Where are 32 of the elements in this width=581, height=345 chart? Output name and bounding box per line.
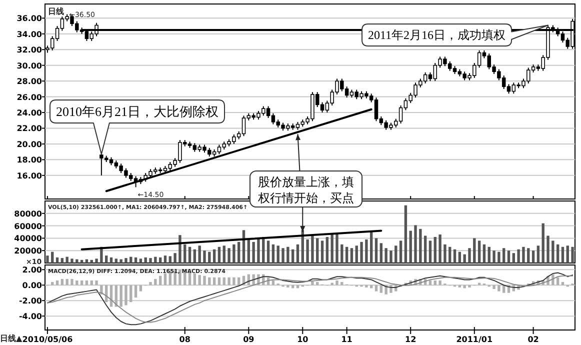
y-tick-label: -4.00 <box>18 312 42 322</box>
x-tick-label: 2010/05/06 <box>22 335 74 344</box>
y-tick-label: 18.00 <box>16 156 42 165</box>
y-tick-label: 34.00 <box>16 30 42 39</box>
y-tick-label: 32.00 <box>16 46 42 55</box>
y-tick-label: 20000 <box>14 246 42 256</box>
annotation: 2011年2月16日，成功填权 <box>368 28 506 42</box>
x-tick-label: 2011/01 <box>456 335 493 344</box>
x-tick-label: 12 <box>405 335 416 344</box>
y-tick-label: 0.00 <box>22 281 42 290</box>
y-tick-label: 24.00 <box>16 108 42 118</box>
annotation: 股价放量上涨，填权行情开始，买点 <box>257 175 354 205</box>
y-tick-label: 36.00 <box>16 14 42 24</box>
x-tick-label: 10 <box>297 335 309 344</box>
y-tick-label: 60000 <box>14 222 42 231</box>
x-tick-label: 02 <box>528 335 539 344</box>
y-tick-label: 28.00 <box>16 77 42 86</box>
y-tick-label: 26.00 <box>16 92 42 102</box>
x-tick-label: 09 <box>243 335 255 344</box>
annotation: 2010年6月21日，大比例除权 <box>56 104 218 119</box>
x-tick-label: 11 <box>341 335 353 344</box>
y-tick-label: 80000 <box>14 209 42 218</box>
y-tick-label: 20.00 <box>16 140 42 149</box>
y-tick-label: 30.00 <box>16 61 42 70</box>
y-tick-label: 2.00 <box>22 266 42 275</box>
y-tick-label: 16.00 <box>16 171 42 180</box>
x-tick-label: 08 <box>179 335 191 344</box>
y-tick-label: -2.00 <box>18 296 42 306</box>
annotation: 日线 <box>48 7 64 16</box>
y-tick-label: 22.00 <box>16 124 42 134</box>
y-tick-label: 40000 <box>14 234 42 244</box>
text: 日线▲ <box>0 334 23 343</box>
